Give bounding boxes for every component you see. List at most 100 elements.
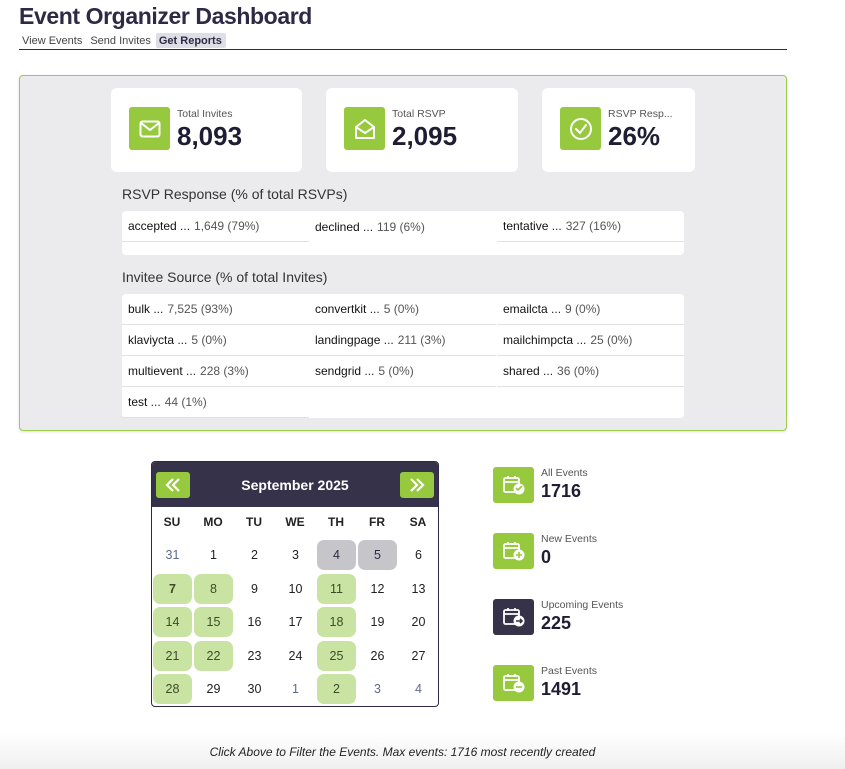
calendar-day[interactable]: 26 bbox=[370, 649, 385, 663]
footer: Click Above to Filter the Events. Max ev… bbox=[0, 733, 845, 769]
event-stat-value: 1716 bbox=[541, 481, 582, 501]
calendar-plus-icon bbox=[493, 533, 534, 569]
calendar-day[interactable]: 2 bbox=[317, 674, 356, 704]
calendar-day[interactable]: 1 bbox=[210, 548, 217, 562]
rsvp-section-title: RSVP Response (% of total RSVPs) bbox=[122, 186, 348, 202]
list-item: accepted ... 1,649 (79%) bbox=[122, 211, 309, 242]
list-item: sendgrid ... 5 (0%) bbox=[309, 356, 496, 387]
stat-card-rsvp-response: RSVP Resp... 26% bbox=[542, 88, 695, 172]
calendar-day[interactable]: 4 bbox=[317, 540, 356, 570]
stat-label: RSVP Resp... bbox=[608, 108, 673, 120]
calendar-day[interactable]: 2 bbox=[251, 548, 258, 562]
list-item: declined ... 119 (6%) bbox=[315, 219, 425, 234]
weekday-label: WE bbox=[285, 515, 305, 529]
calendar-day[interactable]: 29 bbox=[206, 682, 221, 696]
double-chevron-right-icon bbox=[410, 477, 425, 492]
list-item: landingpage ... 211 (3%) bbox=[309, 325, 496, 356]
stat-value: 26% bbox=[608, 121, 661, 151]
list-item: shared ... 36 (0%) bbox=[497, 356, 684, 387]
calendar-day[interactable]: 3 bbox=[374, 682, 381, 696]
envelope-icon bbox=[129, 107, 170, 150]
stat-card-total-rsvp: Total RSVP 2,095 bbox=[326, 88, 518, 172]
calendar-month-label: September 2025 bbox=[241, 476, 349, 493]
check-circle-icon bbox=[560, 107, 601, 150]
tab-send-invites[interactable]: Send Invites bbox=[90, 35, 151, 47]
source-grid: bulk ... 7,525 (93%) convertkit ... 5 (0%)… bbox=[122, 294, 684, 418]
list-item: test ... 44 (1%) bbox=[122, 387, 309, 418]
calendar-day[interactable]: 30 bbox=[247, 682, 262, 696]
nav-tabs: View Events Send Invites Get Reports bbox=[19, 33, 787, 50]
list-item: klaviycta ... 5 (0%) bbox=[122, 325, 309, 356]
calendar-check-icon bbox=[493, 467, 534, 503]
calendar-day[interactable]: 18 bbox=[317, 607, 356, 637]
calendar-day[interactable]: 23 bbox=[247, 649, 262, 663]
calendar-day[interactable]: 7 bbox=[153, 574, 192, 604]
prev-month-button[interactable] bbox=[156, 471, 190, 498]
event-stat-new-events[interactable]: New Events 0 bbox=[493, 532, 713, 572]
list-item: tentative ... 327 (16%) bbox=[497, 211, 684, 242]
calendar-day[interactable]: 24 bbox=[288, 649, 303, 663]
stat-card-total-invites: Total Invites 8,093 bbox=[111, 88, 302, 172]
calendar-day[interactable]: 25 bbox=[317, 641, 356, 671]
calendar-day[interactable]: 27 bbox=[411, 649, 426, 663]
calendar-day[interactable]: 3 bbox=[292, 548, 299, 562]
envelope-open-icon bbox=[344, 107, 385, 150]
calendar-day[interactable]: 4 bbox=[415, 682, 422, 696]
calendar-day[interactable]: 1 bbox=[292, 682, 299, 696]
event-stat-label: New Events bbox=[541, 533, 598, 545]
source-section-title: Invitee Source (% of total Invites) bbox=[122, 269, 328, 285]
list-item: multievent ... 228 (3%) bbox=[122, 356, 309, 387]
event-stat-value: 225 bbox=[541, 613, 572, 633]
calendar-day[interactable]: 13 bbox=[411, 582, 426, 596]
calendar-day[interactable]: 20 bbox=[411, 615, 426, 629]
calendar-day[interactable]: 19 bbox=[370, 615, 385, 629]
weekday-header: SU MO TU WE TH FR SA bbox=[152, 515, 438, 531]
calendar-day[interactable]: 14 bbox=[153, 607, 192, 637]
rsvp-grid: accepted ... 1,649 (79%) declined ... 119 … bbox=[122, 211, 684, 255]
calendar-day[interactable]: 31 bbox=[165, 548, 180, 562]
calendar-day[interactable]: 22 bbox=[194, 641, 233, 671]
report-panel: Total Invites 8,093 Total RSVP 2,095 RSV… bbox=[19, 75, 787, 431]
event-stat-value: 1491 bbox=[541, 679, 582, 699]
footer-hint: Click Above to Filter the Events. Max ev… bbox=[209, 745, 596, 759]
event-stat-past-events[interactable]: Past Events 1491 bbox=[493, 664, 713, 704]
stat-label: Total RSVP bbox=[392, 108, 446, 120]
calendar-day[interactable]: 17 bbox=[288, 615, 303, 629]
weekday-label: SU bbox=[163, 515, 181, 529]
event-stat-upcoming-events[interactable]: Upcoming Events 225 bbox=[493, 598, 713, 638]
event-stat-label: Upcoming Events bbox=[541, 599, 624, 611]
list-item: mailchimpcta ... 25 (0%) bbox=[497, 325, 684, 356]
page-title: Event Organizer Dashboard bbox=[19, 3, 312, 29]
calendar-header: September 2025 bbox=[152, 462, 438, 507]
event-stat-label: Past Events bbox=[541, 665, 598, 677]
event-stat-all-events[interactable]: All Events 1716 bbox=[493, 466, 713, 506]
calendar-day[interactable]: 12 bbox=[370, 582, 385, 596]
event-stat-value: 0 bbox=[541, 547, 552, 567]
calendar-minus-icon bbox=[493, 665, 534, 701]
calendar-day[interactable]: 21 bbox=[153, 641, 192, 671]
calendar-day[interactable]: 6 bbox=[415, 548, 422, 562]
calendar-day[interactable]: 10 bbox=[288, 582, 303, 596]
calendar-day[interactable]: 5 bbox=[358, 540, 397, 570]
weekday-label: FR bbox=[369, 515, 385, 529]
double-chevron-left-icon bbox=[165, 477, 180, 492]
list-item: emailcta ... 9 (0%) bbox=[497, 294, 684, 325]
calendar-day[interactable]: 9 bbox=[251, 582, 258, 596]
stat-label: Total Invites bbox=[177, 108, 233, 120]
stat-value: 2,095 bbox=[392, 121, 458, 151]
calendar: September 2025 SU MO TU WE TH FR SA 31 1 2 3 4 5 6 7 8… bbox=[151, 461, 439, 707]
calendar-day[interactable]: 15 bbox=[194, 607, 233, 637]
calendar-day[interactable]: 16 bbox=[247, 615, 262, 629]
calendar-day[interactable]: 11 bbox=[317, 574, 356, 604]
tab-view-events[interactable]: View Events bbox=[22, 35, 83, 47]
weekday-label: SA bbox=[409, 515, 427, 529]
event-stat-label: All Events bbox=[541, 467, 588, 479]
calendar-day[interactable]: 8 bbox=[194, 574, 233, 604]
weekday-label: MO bbox=[203, 515, 223, 529]
tab-get-reports[interactable]: Get Reports bbox=[155, 33, 226, 48]
weekday-label: TU bbox=[246, 515, 262, 529]
stat-value: 8,093 bbox=[177, 121, 243, 151]
list-item: convertkit ... 5 (0%) bbox=[309, 294, 496, 325]
next-month-button[interactable] bbox=[400, 471, 434, 498]
calendar-day[interactable]: 28 bbox=[153, 674, 192, 704]
